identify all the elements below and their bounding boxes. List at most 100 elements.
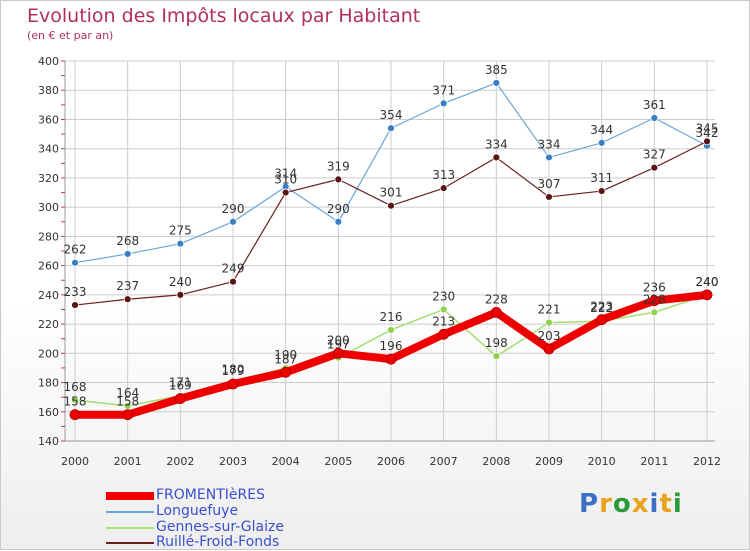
data-point: [332, 347, 344, 359]
data-point: [545, 318, 553, 327]
y-tick-label: 200: [38, 347, 59, 360]
legend-label: Gennes-sur-Glaize: [156, 519, 284, 535]
data-label: 361: [643, 98, 666, 112]
logo-letter: i: [649, 489, 660, 519]
y-tick-label: 180: [38, 377, 59, 390]
data-label: 236: [643, 281, 666, 295]
data-label: 200: [327, 333, 350, 347]
data-point: [280, 366, 292, 378]
data-label: 319: [327, 159, 350, 173]
chart-title: Evolution des Impôts locaux par Habitant: [27, 5, 421, 27]
data-label: 334: [485, 137, 508, 151]
x-tick-label: 2008: [482, 455, 510, 468]
data-label: 262: [64, 243, 87, 257]
x-tick-label: 2001: [114, 455, 142, 468]
y-tick-label: 400: [38, 55, 59, 68]
data-point: [71, 396, 79, 404]
data-label: 190: [274, 348, 297, 362]
data-point: [69, 409, 81, 421]
data-point: [123, 295, 132, 304]
data-point: [387, 326, 395, 334]
chart-grid: [65, 60, 715, 442]
data-label: 203: [538, 329, 561, 343]
data-point: [174, 393, 186, 405]
x-tick-label: 2007: [430, 455, 458, 468]
data-label: 311: [590, 171, 613, 185]
x-tick-label: 2002: [166, 455, 194, 468]
data-label: 334: [538, 137, 561, 151]
data-point: [439, 305, 448, 314]
data-label: 198: [485, 336, 508, 350]
data-label: 179: [222, 364, 245, 378]
legend-swatch: [106, 511, 154, 513]
data-point: [438, 328, 450, 340]
x-tick-label: 2006: [377, 455, 405, 468]
y-tick-label: 380: [38, 84, 59, 97]
legend-label: Ruillé-Froid-Fonds: [156, 534, 280, 550]
data-label: 237: [116, 279, 139, 293]
legend-label: FROMENTIèRES: [156, 487, 265, 503]
x-tick-label: 2011: [640, 455, 668, 468]
data-label: 230: [432, 289, 455, 303]
data-label: 240: [696, 275, 719, 289]
data-point: [701, 289, 713, 301]
data-label: 197: [327, 338, 350, 352]
data-label: 216: [380, 310, 403, 324]
legend-swatch: [106, 492, 154, 500]
data-point: [650, 114, 659, 122]
data-label: 168: [64, 380, 87, 394]
data-label: 290: [327, 202, 350, 216]
data-point: [650, 308, 659, 317]
data-label: 187: [274, 352, 297, 366]
data-label: 327: [643, 148, 666, 162]
proxiti-logo: Proxiti: [579, 489, 683, 519]
data-point: [597, 187, 606, 195]
data-label: 213: [432, 314, 455, 328]
y-tick-label: 160: [38, 406, 59, 419]
logo-letter: i: [672, 489, 683, 519]
data-point: [229, 217, 237, 226]
data-point: [545, 153, 553, 162]
data-point: [439, 99, 448, 108]
data-label: 354: [380, 108, 403, 122]
data-point: [492, 352, 501, 361]
data-point: [281, 188, 290, 197]
logo-letter: o: [612, 489, 632, 519]
data-label: 310: [274, 173, 297, 187]
logo-letter: P: [579, 489, 600, 519]
data-point: [490, 306, 502, 318]
data-label: 249: [222, 262, 245, 276]
data-point: [71, 258, 79, 267]
data-point: [597, 138, 606, 147]
x-tick-label: 2012: [693, 455, 721, 468]
data-point: [648, 295, 660, 307]
data-point: [122, 409, 134, 421]
y-tick-label: 220: [38, 318, 59, 331]
data-point: [385, 353, 397, 365]
logo-letter: r: [599, 489, 613, 519]
data-point: [334, 175, 343, 184]
data-label: 385: [485, 63, 508, 77]
data-point: [543, 343, 555, 355]
data-point: [227, 378, 239, 390]
data-label: 223: [590, 300, 613, 314]
data-point: [334, 217, 343, 226]
x-tick-label: 2003: [219, 455, 247, 468]
y-tick-label: 360: [38, 113, 59, 126]
logo-letter: t: [659, 489, 673, 519]
y-tick-label: 280: [38, 230, 59, 243]
y-tick-label: 260: [38, 260, 59, 273]
y-tick-label: 300: [38, 201, 59, 214]
data-point: [71, 301, 79, 309]
data-point: [492, 153, 501, 162]
data-point: [176, 290, 185, 299]
chart-series: [69, 79, 713, 421]
data-point: [229, 277, 237, 286]
data-label: 164: [116, 386, 139, 400]
data-label: 169: [169, 379, 192, 393]
y-tick-label: 240: [38, 289, 59, 302]
chart-data-labels: 262 268 275 290 314 290 354 371 385 334 344 361 342 2…: [64, 63, 719, 409]
data-label: 307: [538, 177, 561, 191]
